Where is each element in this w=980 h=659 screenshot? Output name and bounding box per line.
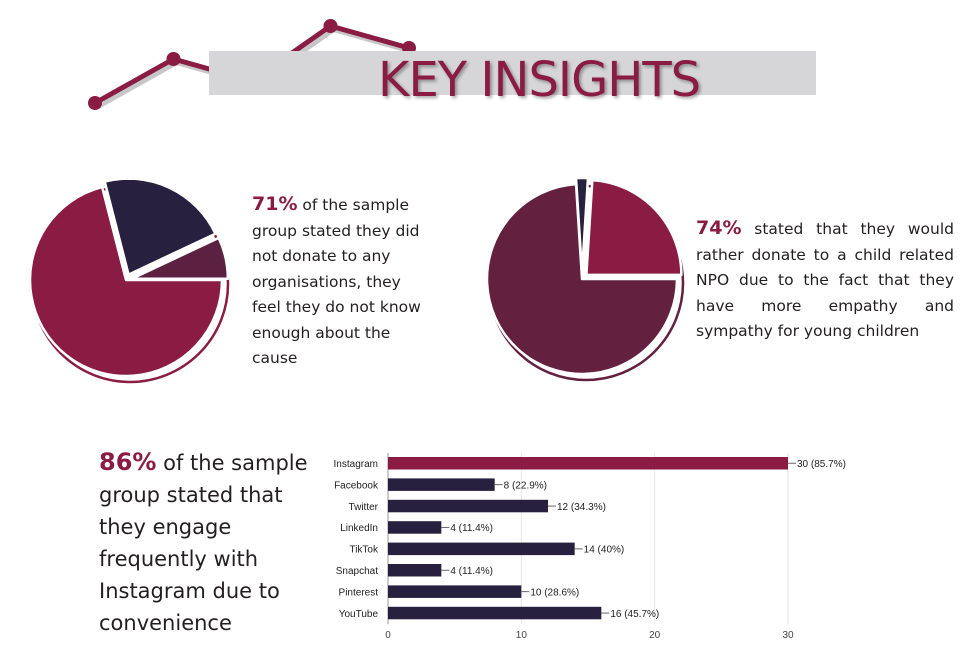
category-label: Facebook [334, 480, 379, 491]
insight-donation: 71% of the sample group stated they did … [252, 192, 424, 372]
category-label: TikTok [349, 545, 379, 556]
pie-slice [130, 236, 230, 280]
data-label: 4 (11.4%) [450, 523, 493, 534]
bar [388, 585, 522, 598]
category-label: YouTube [339, 609, 379, 620]
pie-slice [103, 180, 217, 276]
insight-instagram-percent: 86% [99, 448, 157, 476]
decor-line-point [88, 96, 102, 110]
x-tick-label: 10 [516, 630, 528, 641]
category-label: Snapchat [336, 566, 378, 577]
decor-line-point [166, 52, 181, 66]
decor-line-point [323, 19, 338, 33]
pie-slice [28, 185, 224, 378]
data-label: 4 (11.4%) [450, 566, 493, 577]
pie-slice [574, 179, 590, 275]
pie-slice [585, 179, 683, 277]
bar [388, 521, 442, 534]
title-band [209, 51, 816, 95]
bar [388, 542, 575, 556]
insight-child-npo-percent: 74% [696, 217, 742, 239]
insight-instagram-text: of the sample group stated that they eng… [99, 451, 308, 635]
data-label: 12 (34.3%) [557, 502, 606, 513]
insight-child-npo: 74% stated that they would rather donate… [696, 216, 954, 345]
category-label: Instagram [334, 459, 378, 470]
data-label: 10 (28.6%) [530, 587, 579, 598]
pie-chart-child-npo [485, 179, 685, 382]
bar-chart-social-platforms: 0 10 20 30 Instagram 30 (85.7%) Facebook 8 (22.… [334, 453, 846, 641]
data-label: 30 (85.7%) [797, 459, 846, 470]
insight-instagram: 86% of the sample group stated that they… [99, 446, 329, 639]
category-label: Twitter [349, 502, 379, 513]
data-label: 16 (45.7%) [610, 609, 659, 620]
insight-donation-percent: 71% [252, 193, 298, 215]
bar [388, 457, 788, 470]
category-label: Pinterest [339, 587, 379, 598]
pie-chart-donations [28, 180, 230, 384]
bar [388, 499, 548, 513]
bar [388, 564, 442, 577]
x-tick-label: 0 [385, 630, 391, 641]
insight-donation-text: of the sample group stated they did not … [252, 196, 421, 367]
page-title: KEY INSIGHTS [378, 52, 701, 108]
category-label: LinkedIn [340, 523, 378, 534]
insight-child-npo-text: stated that they would rather donate to … [696, 220, 954, 340]
data-label: 14 (40%) [584, 545, 625, 556]
bar [388, 606, 602, 620]
x-tick-label: 20 [649, 630, 661, 641]
pie-slice [485, 182, 679, 376]
x-tick-label: 30 [782, 630, 794, 641]
data-label: 8 (22.9%) [504, 480, 547, 491]
bar [388, 478, 495, 491]
